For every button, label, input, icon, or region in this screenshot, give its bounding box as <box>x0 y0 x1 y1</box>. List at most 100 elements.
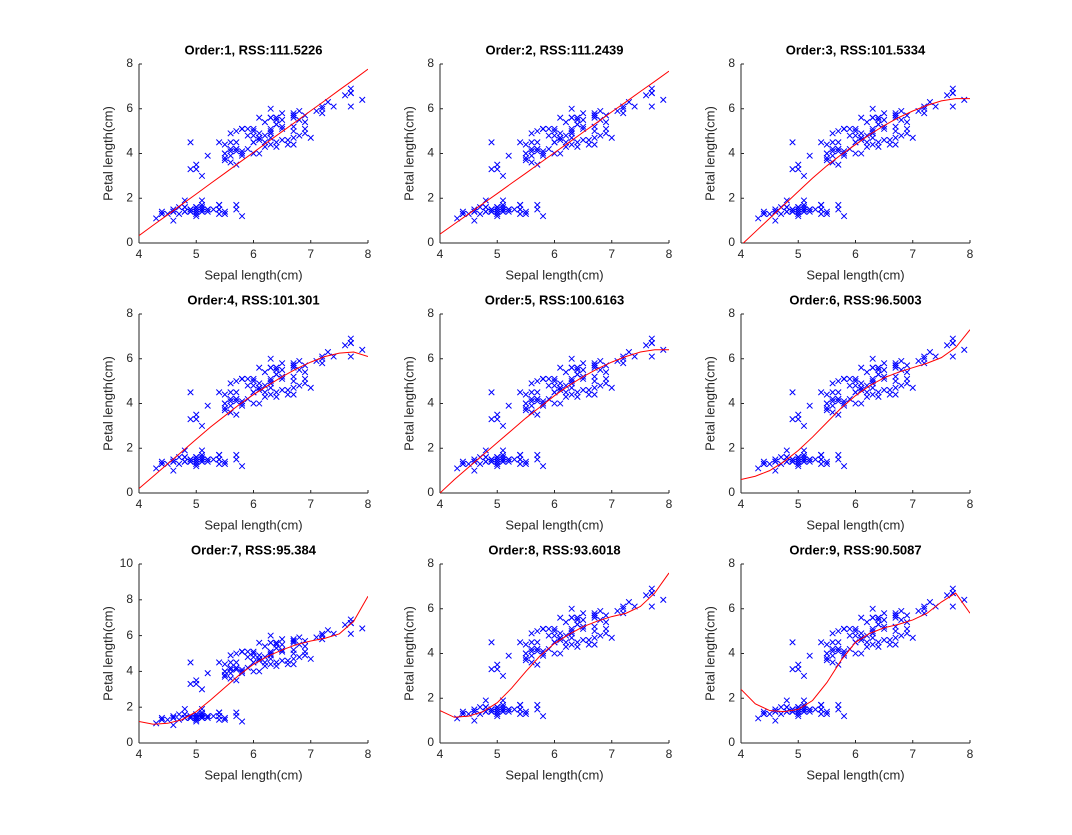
x-tick-label: 6 <box>551 747 558 761</box>
marker <box>244 125 251 133</box>
marker <box>795 456 802 463</box>
x-tick-label: 7 <box>307 747 314 761</box>
marker <box>551 139 558 146</box>
x-tick-label: 5 <box>193 497 200 511</box>
x-tick-label: 5 <box>795 747 802 761</box>
marker <box>863 143 871 150</box>
marker <box>961 596 968 603</box>
marker <box>551 375 558 383</box>
marker <box>539 402 547 409</box>
x-tick-label: 7 <box>307 247 314 261</box>
x-tick-label: 6 <box>250 497 257 511</box>
marker <box>319 103 326 110</box>
marker <box>795 704 802 711</box>
y-tick-label: 8 <box>427 56 434 70</box>
marker <box>341 342 349 349</box>
x-tick-label: 4 <box>136 747 143 761</box>
marker <box>812 456 819 463</box>
marker <box>875 621 882 628</box>
marker <box>892 127 899 135</box>
x-axis-label: Sepal length(cm) <box>204 767 302 782</box>
marker <box>233 451 240 459</box>
marker <box>852 377 859 385</box>
marker <box>760 458 768 465</box>
marker <box>499 706 507 713</box>
marker <box>459 708 467 715</box>
marker <box>852 132 859 139</box>
marker <box>574 371 581 378</box>
marker <box>539 400 547 407</box>
marker <box>574 366 581 374</box>
marker <box>608 384 615 391</box>
marker <box>233 377 240 385</box>
marker <box>892 391 899 398</box>
marker <box>817 139 825 146</box>
marker <box>835 456 842 463</box>
marker <box>886 136 894 144</box>
marker <box>789 206 796 213</box>
marker <box>852 150 859 157</box>
marker <box>175 210 183 218</box>
marker <box>568 130 575 137</box>
marker <box>267 141 274 148</box>
marker <box>557 364 564 371</box>
marker <box>158 210 166 218</box>
marker <box>296 634 303 641</box>
marker <box>278 366 286 374</box>
marker <box>557 614 564 621</box>
marker <box>795 454 802 461</box>
subplot: Order:6, RSS:96.5003 Sepal length(cm) Peta… <box>702 292 973 532</box>
marker <box>187 139 194 146</box>
marker <box>233 659 240 666</box>
marker <box>875 114 882 121</box>
marker <box>869 634 876 641</box>
marker <box>250 375 257 383</box>
marker <box>909 634 916 641</box>
marker <box>835 389 842 396</box>
fit-curve <box>741 592 970 713</box>
marker <box>505 206 512 213</box>
marker <box>835 706 842 713</box>
marker <box>301 369 309 376</box>
marker <box>892 610 899 617</box>
x-tick-label: 7 <box>608 247 615 261</box>
marker <box>267 134 274 141</box>
marker <box>806 208 813 215</box>
marker <box>290 360 297 367</box>
marker <box>278 386 286 394</box>
marker <box>949 85 956 92</box>
marker <box>823 650 831 657</box>
marker <box>591 610 598 617</box>
marker <box>170 206 177 213</box>
marker <box>522 460 530 468</box>
marker <box>551 382 558 389</box>
marker <box>516 451 524 459</box>
marker <box>215 139 223 146</box>
y-tick-label: 8 <box>427 306 434 320</box>
marker <box>296 653 303 661</box>
marker <box>597 632 604 639</box>
marker <box>880 610 888 617</box>
marker <box>233 456 240 463</box>
x-tick-label: 7 <box>307 497 314 511</box>
marker <box>817 201 825 209</box>
marker <box>863 643 871 650</box>
marker <box>261 382 269 389</box>
marker <box>534 145 541 153</box>
subplot-title: Order:5, RSS:100.6163 <box>485 292 624 307</box>
marker <box>488 206 495 213</box>
marker <box>273 389 280 396</box>
y-tick-label: 6 <box>427 601 434 615</box>
marker <box>602 369 610 376</box>
marker <box>233 664 240 671</box>
marker <box>579 616 587 624</box>
marker <box>551 627 558 635</box>
marker <box>284 391 292 398</box>
marker <box>522 710 530 718</box>
marker <box>187 680 194 688</box>
marker <box>170 714 177 722</box>
marker <box>215 206 223 213</box>
marker <box>539 375 547 383</box>
marker <box>800 172 808 180</box>
marker <box>278 360 286 367</box>
